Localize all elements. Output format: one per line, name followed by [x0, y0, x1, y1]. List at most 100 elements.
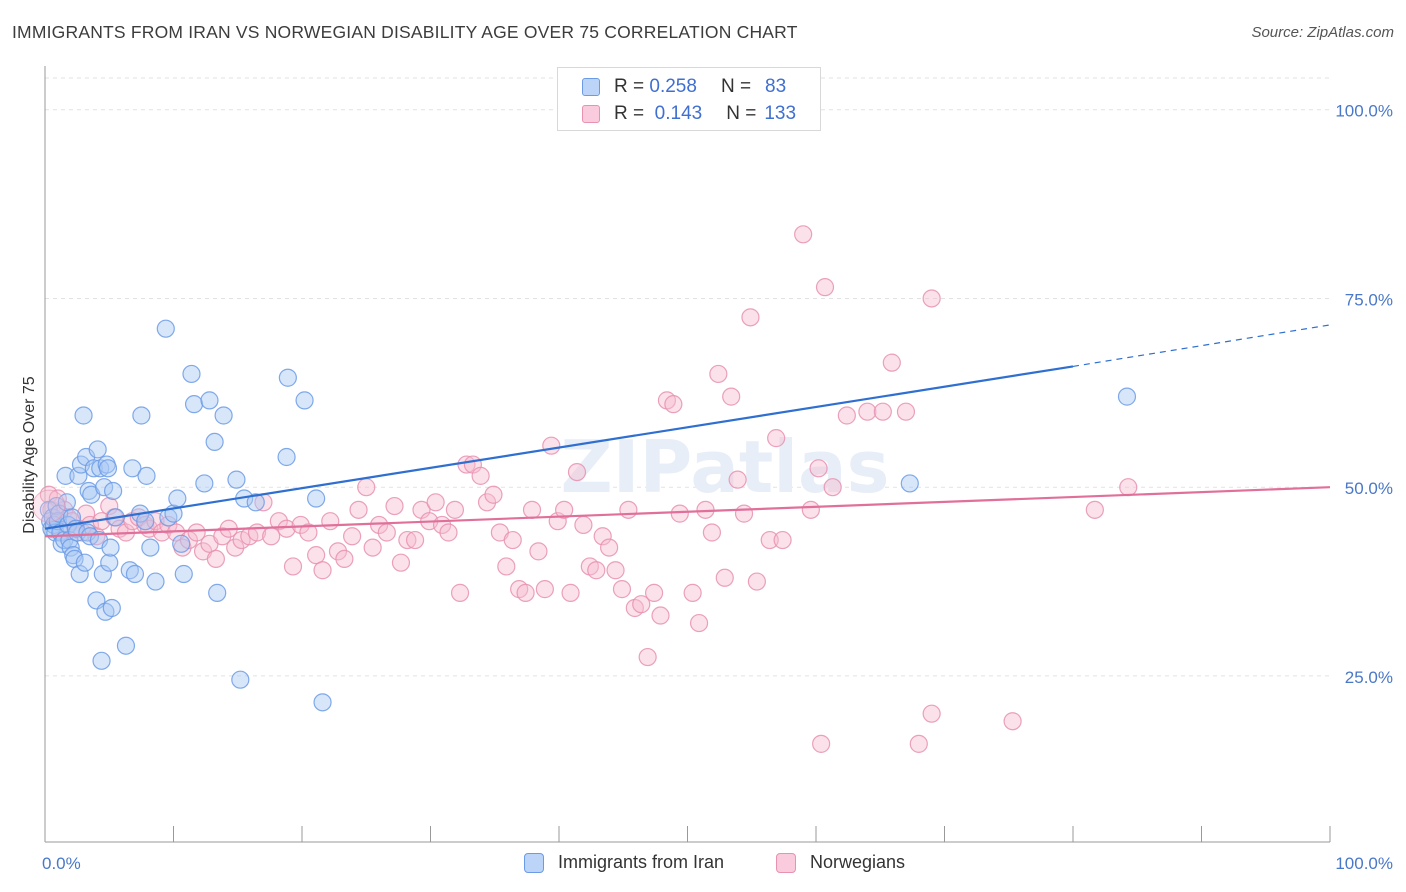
point-iran [231, 670, 250, 689]
legend-item-norwegians[interactable]: Norwegians [776, 852, 905, 873]
point-norwegians [398, 530, 417, 550]
point-norwegians [632, 595, 651, 614]
point-norwegians [619, 500, 638, 519]
point-iran [205, 432, 224, 452]
data-points [32, 225, 1138, 753]
point-iran [172, 534, 191, 553]
point-iran [246, 493, 265, 512]
point-iran [125, 564, 145, 584]
point-norwegians [307, 546, 326, 565]
point-norwegians [522, 500, 542, 519]
legend-item-iran[interactable]: Immigrants from Iran [524, 852, 724, 873]
point-iran [136, 512, 155, 531]
point-norwegians [269, 512, 288, 531]
point-norwegians [747, 572, 766, 591]
point-iran [184, 395, 204, 414]
point-norwegians [702, 523, 722, 542]
point-norwegians [484, 485, 503, 504]
point-norwegians [321, 512, 340, 531]
point-norwegians [1003, 712, 1022, 731]
point-norwegians [809, 459, 828, 478]
series-legend: Immigrants from Iran Norwegians [0, 852, 1406, 876]
point-iran [101, 538, 120, 557]
point-iran [123, 459, 142, 478]
point-iran [95, 478, 114, 497]
legend-n-label: N = [726, 103, 757, 124]
point-norwegians [670, 504, 689, 523]
point-iran [174, 564, 193, 584]
point-norwegians [450, 583, 470, 602]
point-norwegians [812, 734, 831, 753]
x-tick-label-min: 0.0% [42, 854, 81, 873]
legend-r-value: 0.258 [649, 76, 697, 97]
point-norwegians [313, 561, 332, 580]
point-norwegians [159, 515, 178, 535]
point-iran [182, 364, 201, 384]
tick-labels: 100.0% 75.0% 50.0% 25.0% 0.0% 100.0% [42, 102, 1393, 873]
point-norwegians [1119, 478, 1138, 497]
point-norwegians [283, 557, 303, 576]
point-iran [141, 538, 160, 557]
point-norwegians [664, 395, 683, 414]
point-iran [70, 564, 89, 584]
point-iran [195, 474, 214, 493]
legend-swatch-norwegians [776, 852, 796, 873]
source-label: Source: ZipAtlas.com [1251, 24, 1394, 41]
point-norwegians [922, 704, 941, 723]
point-iran [214, 406, 233, 425]
point-norwegians [206, 549, 226, 569]
point-norwegians [638, 647, 657, 667]
correlation-legend: R = 0.258 N = 83 R = 0.143 N = 133 [557, 67, 821, 131]
point-norwegians [426, 493, 445, 512]
trend-line-iran [44, 365, 1074, 530]
point-norwegians [363, 538, 382, 557]
point-iran [98, 459, 118, 478]
point-iran [1117, 387, 1137, 406]
point-norwegians [767, 429, 786, 448]
point-norwegians [385, 496, 404, 516]
legend-row-iran: R = 0.258 N = 83 [582, 75, 786, 99]
point-iran [74, 406, 93, 425]
point-norwegians [896, 402, 916, 421]
point-norwegians [277, 519, 296, 538]
point-norwegians [187, 523, 206, 542]
point-iran [208, 583, 227, 602]
legend-swatch-iran [582, 78, 600, 96]
point-norwegians [477, 493, 497, 512]
point-norwegians [741, 308, 760, 327]
point-norwegians [882, 353, 901, 372]
point-norwegians [503, 530, 522, 550]
point-iran [104, 481, 123, 501]
point-norwegians [709, 364, 728, 384]
point-iran [56, 466, 75, 485]
point-norwegians [773, 530, 792, 550]
point-norwegians [567, 462, 587, 482]
legend-label-norwegians: Norwegians [810, 852, 906, 872]
point-norwegians [612, 580, 632, 599]
point-norwegians [213, 527, 232, 546]
legend-row-norwegians: R = 0.143 N = 133 [582, 102, 796, 126]
point-norwegians [370, 515, 389, 535]
point-iran [313, 693, 332, 712]
trend-lines [44, 324, 1331, 538]
point-norwegians [405, 530, 425, 550]
point-norwegians [32, 489, 66, 523]
legend-label-iran: Immigrants from Iran [558, 852, 725, 872]
point-iran [900, 474, 919, 493]
point-iran [156, 319, 175, 338]
point-norwegians [651, 606, 670, 625]
point-norwegians [600, 538, 619, 557]
point-iran [137, 466, 156, 485]
legend-r-value: 0.143 [654, 103, 703, 124]
point-norwegians [555, 500, 574, 519]
point-iran [227, 470, 246, 489]
x-tick-label-max: 100.0% [1335, 854, 1393, 873]
legend-r-label: R = [614, 103, 645, 124]
point-norwegians [377, 523, 396, 542]
point-norwegians [328, 542, 348, 561]
point-norwegians [837, 406, 856, 425]
point-norwegians [391, 553, 411, 572]
point-iran [93, 564, 112, 584]
point-iran [92, 651, 111, 670]
point-norwegians [873, 402, 892, 421]
